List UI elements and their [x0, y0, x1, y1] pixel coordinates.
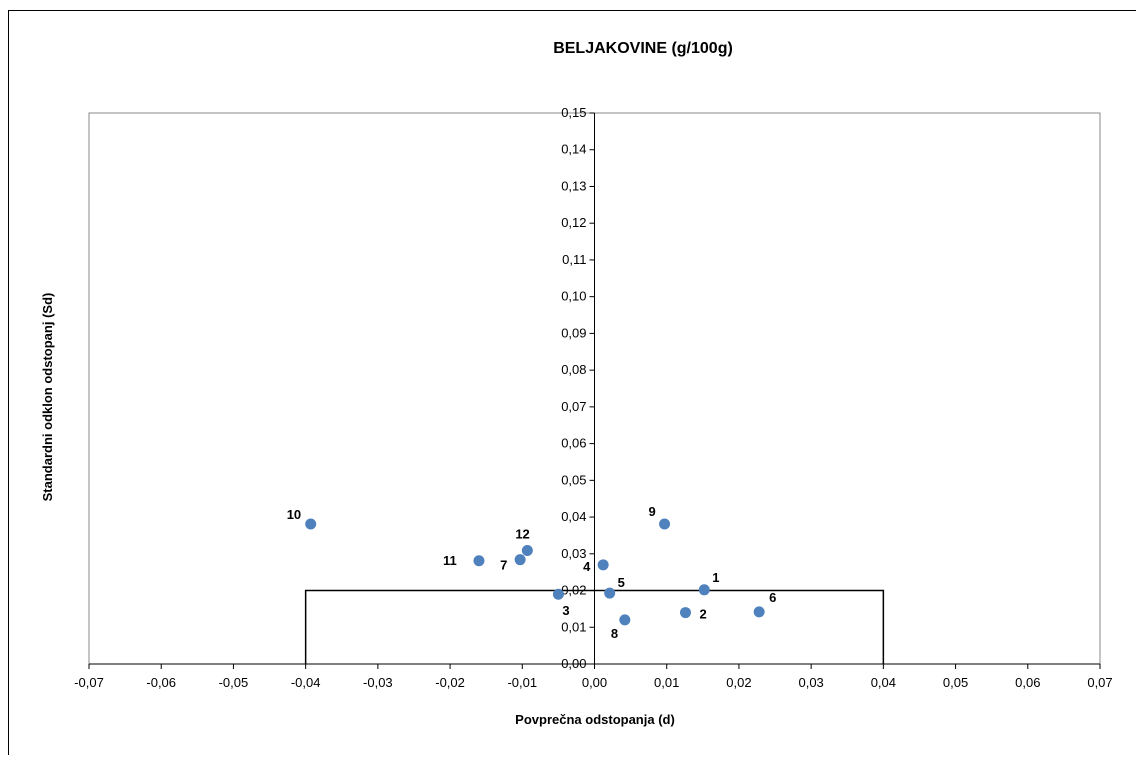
y-tick-label: 0,09 [561, 325, 586, 340]
x-tick-label: -0,06 [146, 675, 176, 690]
data-point-12 [521, 544, 533, 556]
data-point-label: 3 [562, 603, 569, 618]
y-tick-label: 0,14 [561, 142, 586, 157]
data-point-label: 12 [515, 526, 529, 541]
data-point-4 [597, 559, 609, 571]
data-point-8 [619, 614, 631, 626]
axes: -0,07 -0,06 -0,05 -0,04 -0,03 -0,02 -0,01 0,00 0… [74, 105, 1112, 690]
data-point-label: 11 [443, 553, 457, 568]
data-point-label: 8 [611, 626, 618, 641]
y-tick-label: 0,15 [561, 105, 586, 120]
data-point-7 [514, 554, 526, 566]
data-point-2 [679, 607, 691, 619]
y-tick-label: 0,01 [561, 619, 586, 634]
y-tick-label: 0,05 [561, 472, 586, 487]
x-axis-title: Povprečna odstopanja (d) [515, 712, 675, 727]
x-tick-label: -0,03 [363, 675, 393, 690]
x-tick-label: -0,05 [219, 675, 249, 690]
x-tick-label: -0,07 [74, 675, 104, 690]
x-tick-label: 0,04 [871, 675, 896, 690]
data-point-label: 2 [699, 607, 706, 622]
data-point-6 [753, 606, 765, 618]
y-tick-label: 0,08 [561, 362, 586, 377]
limit-box-outline [304, 589, 885, 664]
y-tick-label: 0,12 [561, 215, 586, 230]
x-tick-label: 0,01 [654, 675, 679, 690]
x-tick-label: 0,00 [582, 675, 607, 690]
data-point-11 [473, 555, 485, 567]
data-point-5 [604, 587, 616, 599]
chart-title: BELJAKOVINE (g/100g) [553, 40, 733, 57]
data-point-10 [305, 518, 317, 530]
x-tick-label: 0,02 [726, 675, 751, 690]
x-tick-label: -0,01 [507, 675, 537, 690]
chart-frame [8, 10, 1136, 755]
data-point-label: 6 [769, 590, 776, 605]
data-point-label: 5 [618, 575, 625, 590]
data-point-9 [659, 518, 671, 530]
data-point-3 [552, 588, 564, 600]
data-point-1 [698, 584, 710, 596]
y-tick-label: 0,06 [561, 436, 586, 451]
x-tick-label: 0,03 [798, 675, 823, 690]
x-tick-label: -0,04 [291, 675, 321, 690]
data-point-label: 4 [583, 559, 591, 574]
x-tick-label: -0,02 [435, 675, 465, 690]
y-tick-label: 0,03 [561, 546, 586, 561]
y-tick-label: 0,13 [561, 178, 586, 193]
data-point-label: 10 [287, 507, 301, 522]
limit-box [304, 589, 885, 664]
x-tick-label: 0,06 [1015, 675, 1040, 690]
y-axis-title: Standardni odklon odstopanj (Sd) [40, 293, 55, 502]
y-tick-label: 0,04 [561, 509, 586, 524]
y-tick-label: 0,00 [561, 656, 586, 671]
data-point-label: 1 [712, 570, 719, 585]
x-tick-label: 0,07 [1087, 675, 1112, 690]
y-tick-label: 0,07 [561, 399, 586, 414]
y-tick-label: 0,10 [561, 289, 586, 304]
data-point-label: 7 [500, 558, 507, 573]
y-tick-label: 0,11 [562, 252, 586, 267]
x-tick-label: 0,05 [943, 675, 968, 690]
data-point-label: 9 [649, 504, 656, 519]
